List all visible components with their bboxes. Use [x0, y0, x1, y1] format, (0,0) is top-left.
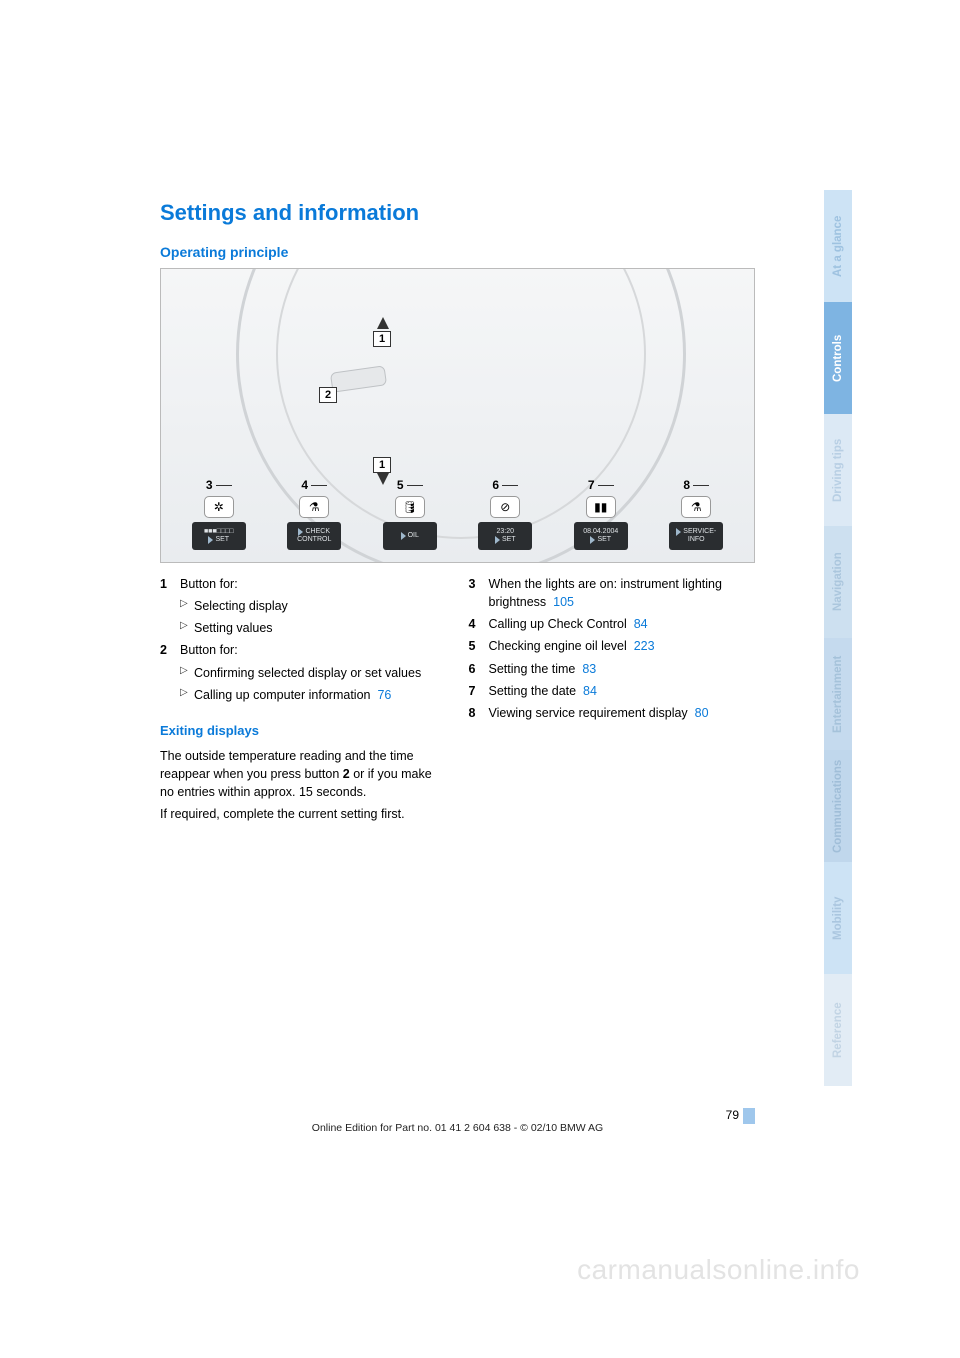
footer-text: Online Edition for Part no. 01 41 2 604 …	[160, 1122, 755, 1134]
right-column: 3 When the lights are on: instrument lig…	[469, 575, 756, 823]
page-ref-223[interactable]: 223	[634, 639, 655, 653]
panel-7: 7 ▮▮ 08.04.2004SET	[574, 478, 628, 550]
sub-item: Setting values	[180, 619, 447, 637]
list-item-1: 1 Button for:	[160, 575, 447, 593]
page-ref-83[interactable]: 83	[582, 662, 596, 676]
callout-1-bottom: 1	[373, 457, 391, 473]
panel-num: 6	[492, 478, 499, 492]
steering-diagram: 1 2 1 3 ✲ ■■■□□□□SET 4 ⚗ CHECKCONTROL 5 …	[160, 268, 755, 563]
content-area: Settings and information Operating princ…	[160, 200, 755, 823]
panel-5: 5 🛢 OIL	[383, 478, 437, 550]
panel-num: 3	[206, 478, 213, 492]
sub-item: Selecting display	[180, 597, 447, 615]
watermark: carmanualsonline.info	[577, 1254, 860, 1286]
list-item-4: 4 Calling up Check Control 84	[469, 615, 756, 633]
tab-entertainment[interactable]: Entertainment	[824, 638, 852, 750]
page-ref-76[interactable]: 76	[377, 688, 391, 702]
panel-8: 8 ⚗ SERVICE-INFO	[669, 478, 723, 550]
list-item-6: 6 Setting the time 83	[469, 660, 756, 678]
tab-communications[interactable]: Communications	[824, 750, 852, 862]
page-ref-80[interactable]: 80	[695, 706, 709, 720]
brightness-icon: ✲	[204, 496, 234, 518]
panel-row: 3 ✲ ■■■□□□□SET 4 ⚗ CHECKCONTROL 5 🛢 OIL …	[161, 478, 754, 550]
tab-at-a-glance[interactable]: At a glance	[824, 190, 852, 302]
panel-num: 8	[683, 478, 690, 492]
tab-driving-tips[interactable]: Driving tips	[824, 414, 852, 526]
side-tabs: At a glance Controls Driving tips Naviga…	[824, 190, 852, 1086]
clock-icon: ⊘	[490, 496, 520, 518]
exiting-paragraph: The outside temperature reading and the …	[160, 747, 447, 801]
page-ref-84[interactable]: 84	[634, 617, 648, 631]
panel-num: 4	[301, 478, 308, 492]
section-title: Settings and information	[160, 200, 755, 226]
oil-icon: 🛢	[395, 496, 425, 518]
arrow-up-icon	[377, 317, 389, 329]
panel-num: 7	[588, 478, 595, 492]
panel-num: 5	[397, 478, 404, 492]
exiting-paragraph-2: If required, complete the current settin…	[160, 805, 447, 823]
page-ref-105[interactable]: 105	[553, 595, 574, 609]
callout-2: 2	[319, 387, 337, 403]
service-icon: ⚗	[681, 496, 711, 518]
tab-controls[interactable]: Controls	[824, 302, 852, 414]
left-column: 1 Button for: Selecting display Setting …	[160, 575, 447, 823]
page: Settings and information Operating princ…	[0, 0, 960, 1358]
sub-item: Confirming selected display or set value…	[180, 664, 447, 682]
callout-1-top: 1	[373, 331, 391, 347]
panel-6: 6 ⊘ 23:20SET	[478, 478, 532, 550]
page-ref-84b[interactable]: 84	[583, 684, 597, 698]
date-icon: ▮▮	[586, 496, 616, 518]
tab-mobility[interactable]: Mobility	[824, 862, 852, 974]
page-number: 79	[726, 1108, 741, 1122]
sub-item: Calling up computer information 76	[180, 686, 447, 704]
tab-reference[interactable]: Reference	[824, 974, 852, 1086]
panel-3: 3 ✲ ■■■□□□□SET	[192, 478, 246, 550]
list-item-5: 5 Checking engine oil level 223	[469, 637, 756, 655]
car-icon: ⚗	[299, 496, 329, 518]
stalk-lever	[331, 369, 391, 429]
body-columns: 1 Button for: Selecting display Setting …	[160, 575, 755, 823]
list-item-8: 8 Viewing service requirement display 80	[469, 704, 756, 722]
panel-4: 4 ⚗ CHECKCONTROL	[287, 478, 341, 550]
subheading-operating-principle: Operating principle	[160, 244, 755, 260]
list-item-3: 3 When the lights are on: instrument lig…	[469, 575, 756, 611]
list-item-2: 2 Button for:	[160, 641, 447, 659]
list-item-7: 7 Setting the date 84	[469, 682, 756, 700]
heading-exiting-displays: Exiting displays	[160, 722, 447, 741]
tab-navigation[interactable]: Navigation	[824, 526, 852, 638]
